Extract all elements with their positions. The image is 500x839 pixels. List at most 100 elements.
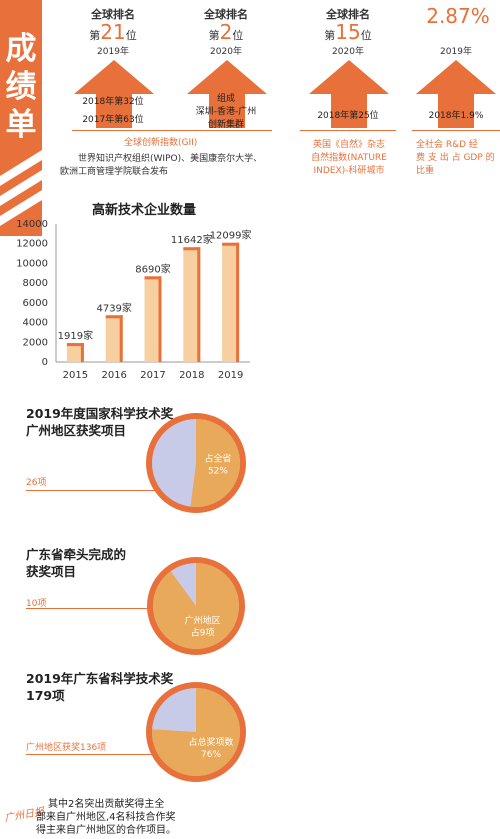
pie1-chart: 占全省 52% <box>146 413 246 513</box>
y-tick-label: 8000 <box>23 278 48 289</box>
y-tick-label: 14000 <box>16 219 48 230</box>
rank1-history-0: 2018年第32位 <box>82 97 144 107</box>
rank2-history-0: 组成 <box>216 94 235 104</box>
rank1-year: 2019年 <box>97 47 129 57</box>
rd-ratio-value: 2.87% <box>426 4 490 28</box>
gii-source-desc-1: 欧洲工商管理学院联合发布 <box>60 167 169 177</box>
rank3-head: 全球排名 <box>326 8 370 21</box>
rank3-number: 第15位 <box>305 20 391 44</box>
pie2-title-line1: 广东省牵头完成的 <box>26 547 127 562</box>
rank3-year: 2020年 <box>332 47 364 57</box>
rd-source-1: 费 支 出 占 GDP 的 <box>416 153 495 163</box>
footnote: 其中2名突出贡献奖得主全 部来自广州地区,4名科技合作奖 得主来自广州地区的合作… <box>36 798 176 837</box>
pie2-side-label: 10项 <box>26 599 47 609</box>
pie2-title-line2: 获奖项目 <box>26 564 77 579</box>
pie2-title: 广东省牵头完成的 获奖项目 <box>26 546 126 580</box>
bar <box>105 315 123 362</box>
pie-main-slice <box>152 688 240 776</box>
rank3-history-0: 2018年第25位 <box>317 111 379 121</box>
y-tick-label: 6000 <box>23 298 48 309</box>
rank2-suffix: 位 <box>232 29 244 42</box>
rd-up-arrow <box>416 60 496 128</box>
bar-edge <box>197 247 201 362</box>
rank1-value: 21 <box>100 20 126 44</box>
rank3-divider <box>300 130 396 131</box>
nature-source-0: 英国《自然》杂志 <box>312 140 385 150</box>
bar-value-label: 11642家 <box>171 233 213 246</box>
rank1-prefix: 第 <box>89 29 101 42</box>
rd-ratio-year: 2019年 <box>440 47 472 57</box>
pie3-title: 2019年广东省科学技术奖 179项 <box>26 670 173 704</box>
nature-source-2: INDEX)-科研城市 <box>313 166 385 176</box>
gii-source-desc-0: 世界知识产权组织(WIPO)、美国康奈尔大学、 <box>78 154 263 164</box>
y-tick-label: 10000 <box>16 258 48 269</box>
rank2-history-2: 创新集群 <box>207 120 244 130</box>
stripe-decoration <box>0 150 42 226</box>
pie1-title-line2: 广州地区获奖项目 <box>26 423 127 438</box>
nature-source-1: 自然指数(NATURE <box>311 153 387 163</box>
pie-inner-label: 52% <box>208 466 228 476</box>
bar <box>222 242 240 362</box>
x-tick-label: 2018 <box>179 370 204 381</box>
rank1-suffix: 位 <box>125 29 137 42</box>
rank3-up-arrow <box>309 60 389 128</box>
pie1-title-line1: 2019年度国家科学技术奖 <box>26 406 174 421</box>
rank2-number: 第2位 <box>183 20 269 44</box>
x-tick-label: 2015 <box>63 370 88 381</box>
rank2-year: 2020年 <box>210 47 242 57</box>
rank2-value: 2 <box>219 20 233 44</box>
pie-inner-label: 占全省 <box>204 452 231 464</box>
rank2-head: 全球排名 <box>204 8 248 21</box>
rank1-number: 第21位 <box>70 20 156 44</box>
bar <box>144 276 162 362</box>
rd-divider <box>412 130 500 131</box>
pie3-side-label: 广州地区获奖136项 <box>26 743 107 753</box>
pie3-title-line1: 2019年广东省科学技术奖 <box>26 671 174 686</box>
y-tick-label: 4000 <box>23 318 48 329</box>
pie3-chart: 占总奖项数 76% <box>146 682 246 782</box>
bar-cap <box>183 247 201 251</box>
footnote-line1: 其中2名突出贡献奖得主全 <box>48 799 165 810</box>
rank1-up-arrow <box>74 60 154 128</box>
rank2-up-arrow <box>187 60 267 128</box>
bar-edge <box>119 315 123 362</box>
pie1-title: 2019年度国家科学技术奖 广州地区获奖项目 <box>26 405 173 439</box>
x-tick-label: 2019 <box>218 370 243 381</box>
pie3-leader-line <box>26 754 226 755</box>
bar-edge <box>236 242 240 362</box>
x-tick-label: 2016 <box>101 370 126 381</box>
rank2-history-1: 深圳-香港-广州 <box>195 107 257 117</box>
bar-value-label: 1919家 <box>58 329 93 342</box>
bar-value-label: 12099家 <box>210 229 252 242</box>
sidebar-banner: 成绩单 <box>0 0 42 236</box>
y-tick-label: 12000 <box>16 239 48 250</box>
rd-source-2: 比重 <box>416 166 435 176</box>
sidebar-title: 成绩单 <box>5 31 37 143</box>
pie-inner-label: 广州地区 <box>185 614 221 626</box>
gii-source-title: 全球创新指数(GII) <box>124 138 198 148</box>
rd-history-0: 2018年1.9% <box>428 111 484 121</box>
bar-chart: 0 2000 4000 6000 8000 10000 12000 14000 1919家 201… <box>16 219 252 381</box>
rd-source-0: 全社会 R&D 经 <box>416 140 478 150</box>
pie-main-slice <box>153 563 239 649</box>
bar-cap <box>222 242 240 246</box>
pie1-leader-line <box>26 490 226 491</box>
rank1-history-1: 2017年第63位 <box>82 115 144 125</box>
bar-cap <box>105 315 123 319</box>
rank3-prefix: 第 <box>324 29 336 42</box>
rank3-value: 15 <box>335 20 361 44</box>
bar-value-label: 8690家 <box>135 262 170 275</box>
pie2-leader-line <box>26 608 226 609</box>
pie-inner-label: 占9项 <box>191 626 215 638</box>
bar <box>66 343 84 362</box>
bar-cap <box>144 276 162 280</box>
pie-main-slice <box>190 419 240 507</box>
y-tick-label: 2000 <box>23 337 48 348</box>
bar <box>183 247 201 362</box>
pie3-title-line2: 179项 <box>26 688 65 703</box>
pie1-side-label: 26项 <box>26 478 47 488</box>
bar-edge <box>158 276 162 362</box>
y-tick-label: 0 <box>42 357 48 368</box>
chart-title: 高新技术企业数量 <box>92 203 197 218</box>
